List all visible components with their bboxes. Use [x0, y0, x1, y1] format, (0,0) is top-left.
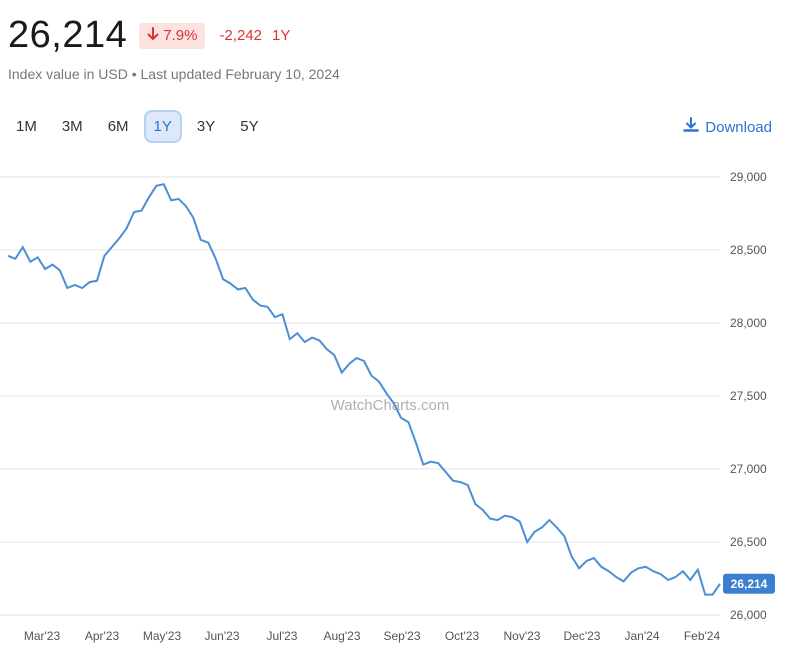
x-tick-label: Sep'23	[384, 629, 421, 643]
download-icon	[683, 117, 705, 137]
x-tick-label: May'23	[143, 629, 182, 643]
x-tick-label: Mar'23	[24, 629, 61, 643]
x-tick-label: Dec'23	[564, 629, 601, 643]
y-tick-label: 26,000	[730, 608, 767, 622]
download-button[interactable]: Download	[683, 117, 772, 137]
x-tick-label: Aug'23	[324, 629, 361, 643]
download-label: Download	[705, 118, 772, 136]
y-tick-label: 26,500	[730, 535, 767, 549]
current-value-label: 26,214	[731, 577, 768, 591]
y-tick-label: 27,500	[730, 389, 767, 403]
period-selector: 1M 3M 6M 1Y 3Y 5Y	[6, 110, 274, 143]
period-5y[interactable]: 5Y	[240, 118, 259, 135]
x-tick-label: Oct'23	[445, 629, 480, 643]
period-3m[interactable]: 3M	[61, 118, 83, 135]
index-value: 26,214	[8, 14, 128, 56]
x-tick-label: Feb'24	[684, 629, 721, 643]
x-tick-label: Jul'23	[267, 629, 298, 643]
y-tick-label: 27,000	[730, 462, 767, 476]
header: 26,214 7.9% -2,242 1Y	[8, 14, 290, 57]
y-tick-label: 29,000	[730, 170, 767, 184]
x-tick-label: Nov'23	[504, 629, 541, 643]
series-line	[7, 183, 721, 596]
y-tick-label: 28,000	[730, 316, 767, 330]
subtitle: Index value in USD • Last updated Februa…	[8, 66, 340, 82]
x-tick-label: Jan'24	[625, 629, 660, 643]
change-absolute: -2,242	[219, 27, 262, 44]
change-badge: 7.9%	[139, 22, 206, 49]
arrow-down-icon	[147, 26, 159, 45]
x-tick-label: Jun'23	[205, 629, 240, 643]
current-value-box	[723, 573, 775, 594]
line-chart: WatchCharts.com 26,000 26,500 27,000 27,500…	[0, 170, 775, 643]
period-3y[interactable]: 3Y	[196, 118, 216, 135]
period-1m[interactable]: 1M	[16, 118, 37, 135]
chart-watermark: WatchCharts.com	[331, 397, 450, 414]
change-period: 1Y	[271, 27, 291, 44]
y-tick-label: 28,500	[730, 243, 767, 257]
chart-grid	[0, 176, 720, 616]
x-axis: Mar'23 Apr'23 May'23 Jun'23 Jul'23 Aug'23 Sep'…	[24, 629, 721, 643]
x-tick-label: Apr'23	[85, 629, 120, 643]
period-6m[interactable]: 6M	[107, 118, 129, 135]
period-1y[interactable]: 1Y	[143, 110, 182, 143]
y-axis: 26,000 26,500 27,000 27,500 28,000 28,500 29,0…	[730, 170, 767, 622]
current-value-marker: 26,214	[723, 573, 775, 594]
change-percent: 7.9%	[163, 27, 198, 44]
